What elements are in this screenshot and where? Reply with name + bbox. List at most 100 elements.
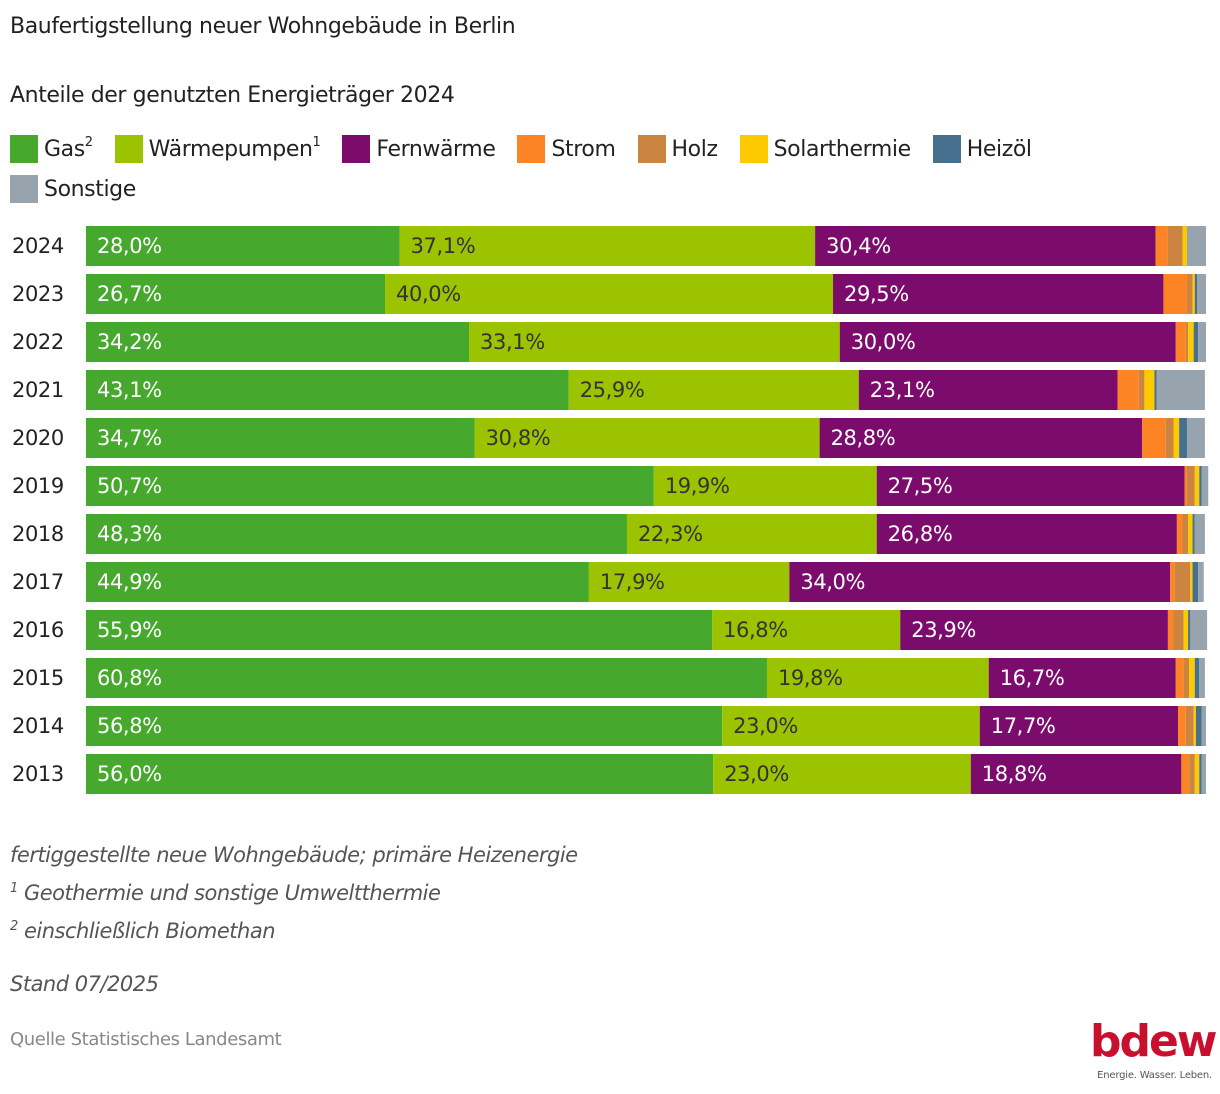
data-label: 60,8% xyxy=(97,666,162,690)
bar-segment-holz xyxy=(1186,466,1195,506)
legend-swatch-heizoel xyxy=(932,135,961,163)
footnote-1-marker: 1 xyxy=(10,881,18,896)
bar-segment-fernwärme xyxy=(858,370,1118,410)
bar-segment-strom xyxy=(1117,370,1139,410)
bar-segment-holz xyxy=(1189,754,1195,794)
legend-label-gas: Gas2 xyxy=(44,134,93,162)
logo-wordmark: bdew xyxy=(1090,1016,1217,1067)
bar-segment-fernwärme xyxy=(819,418,1143,458)
bar-row-2018: 2018 48,3% 22,3% 26,8% xyxy=(12,514,1205,554)
data-label: 17,9% xyxy=(600,570,665,594)
bar-segment-solarthermie xyxy=(1190,562,1193,602)
data-label: 25,9% xyxy=(580,378,645,402)
bar-segment-sonstige xyxy=(1194,514,1205,554)
bar-segment-heizöl xyxy=(1192,562,1199,602)
legend-label-solarthermie: Solarthermie xyxy=(773,136,912,162)
data-label: 56,0% xyxy=(97,762,162,786)
legend-item-waermepumpen: Wärmepumpen1 xyxy=(114,134,321,163)
data-label: 43,1% xyxy=(97,378,162,402)
data-label: 56,8% xyxy=(97,714,162,738)
bar-segment-solarthermie xyxy=(1182,226,1187,266)
data-label: 30,4% xyxy=(826,234,891,258)
bar-segment-heizöl xyxy=(1194,274,1198,314)
year-label: 2014 xyxy=(12,714,64,738)
data-label: 22,3% xyxy=(638,522,703,546)
year-label: 2024 xyxy=(12,234,64,258)
footnote-2-marker: 2 xyxy=(10,919,18,934)
data-label: 40,0% xyxy=(396,282,461,306)
bar-segment-strom xyxy=(1184,466,1187,506)
bar-segment-gas xyxy=(86,658,767,698)
bar-segment-fernwärme xyxy=(970,754,1182,794)
year-label: 2017 xyxy=(12,570,64,594)
legend: Gas2 Wärmepumpen1 Fernwärme Strom Holz Solart… xyxy=(10,135,1130,203)
bar-segment-fernwärme xyxy=(839,322,1176,362)
logo-tagline: Energie. Wasser. Leben. xyxy=(1097,1070,1212,1081)
bar-segment-sonstige xyxy=(1198,322,1206,362)
bar-segment-holz xyxy=(1167,226,1183,266)
bar-segment-solarthermie xyxy=(1192,274,1195,314)
legend-label-waermepumpen: Wärmepumpen1 xyxy=(148,134,321,162)
bar-segment-strom xyxy=(1142,418,1166,458)
legend-label-strom: Strom xyxy=(551,136,616,162)
bar-segment-gas xyxy=(86,562,589,602)
bar-segment-wärmepumpen xyxy=(626,514,877,554)
bar-segment-gas xyxy=(86,322,470,362)
data-label: 23,0% xyxy=(733,714,798,738)
bdew-logo: bdew Energie. Wasser. Leben. xyxy=(1090,1016,1217,1082)
legend-item-holz: Holz xyxy=(637,135,718,163)
bar-segment-heizöl xyxy=(1154,370,1157,410)
bar-segment-solarthermie xyxy=(1189,658,1195,698)
bar-segment-wärmepumpen xyxy=(713,754,971,794)
bar-segment-heizöl xyxy=(1193,322,1199,362)
data-label: 34,2% xyxy=(97,330,162,354)
bar-segment-strom xyxy=(1175,658,1184,698)
bar-segment-holz xyxy=(1185,322,1189,362)
bar-segment-sonstige xyxy=(1190,610,1208,650)
year-label: 2015 xyxy=(12,666,64,690)
bar-segment-fernwärme xyxy=(988,658,1176,698)
bar-segment-gas xyxy=(86,754,714,794)
bar-row-2023: 2023 26,7% 40,0% 29,5% xyxy=(12,274,1206,314)
data-label: 33,1% xyxy=(480,330,545,354)
legend-footnote-marker: 1 xyxy=(312,134,321,150)
data-label: 19,9% xyxy=(665,474,730,498)
data-label: 18,8% xyxy=(982,762,1047,786)
footnote-2: 2 einschließlich Biomethan xyxy=(10,910,578,948)
data-label: 27,5% xyxy=(888,474,953,498)
bar-segment-heizöl xyxy=(1179,418,1187,458)
bar-segment-sonstige xyxy=(1186,226,1206,266)
bar-segment-heizöl xyxy=(1199,754,1202,794)
bar-segment-gas xyxy=(86,418,475,458)
bar-segment-holz xyxy=(1186,274,1193,314)
legend-label-heizoel: Heizöl xyxy=(966,136,1032,162)
data-label: 23,9% xyxy=(911,618,976,642)
footnotes: fertiggestellte neue Wohngebäude; primär… xyxy=(10,838,578,948)
data-label: 48,3% xyxy=(97,522,162,546)
bar-segment-holz xyxy=(1138,370,1145,410)
legend-item-strom: Strom xyxy=(517,135,616,163)
bar-segment-sonstige xyxy=(1201,466,1209,506)
bar-segment-gas xyxy=(86,610,713,650)
bar-segment-holz xyxy=(1183,658,1190,698)
bar-segment-wärmepumpen xyxy=(588,562,790,602)
legend-item-gas: Gas2 xyxy=(10,135,93,163)
bar-segment-fernwärme xyxy=(789,562,1171,602)
data-label: 30,0% xyxy=(851,330,916,354)
bar-segment-strom xyxy=(1176,514,1183,554)
chart-subtitle: Anteile der genutzten Energieträger 2024 xyxy=(10,83,455,108)
legend-item-solarthermie: Solarthermie xyxy=(739,135,912,163)
footnote-general: fertiggestellte neue Wohngebäude; primär… xyxy=(10,843,578,867)
legend-swatch-sonstige xyxy=(10,175,38,203)
bar-segment-solarthermie xyxy=(1183,610,1189,650)
year-label: 2016 xyxy=(12,618,64,642)
stacked-bar-chart: 2024 28,0% 37,1% 30,4%2023 26,7% 40,0% 29,5%20… xyxy=(12,226,1209,794)
bar-segment-fernwärme xyxy=(979,706,1178,746)
bar-segment-sonstige xyxy=(1156,370,1205,410)
bar-segment-sonstige xyxy=(1197,274,1206,314)
chart-title: Baufertigstellung neuer Wohngebäude in B… xyxy=(10,14,516,39)
bar-segment-heizöl xyxy=(1188,610,1191,650)
bar-segment-solarthermie xyxy=(1194,466,1200,506)
bar-segment-fernwärme xyxy=(900,610,1168,650)
bar-segment-wärmepumpen xyxy=(766,658,989,698)
